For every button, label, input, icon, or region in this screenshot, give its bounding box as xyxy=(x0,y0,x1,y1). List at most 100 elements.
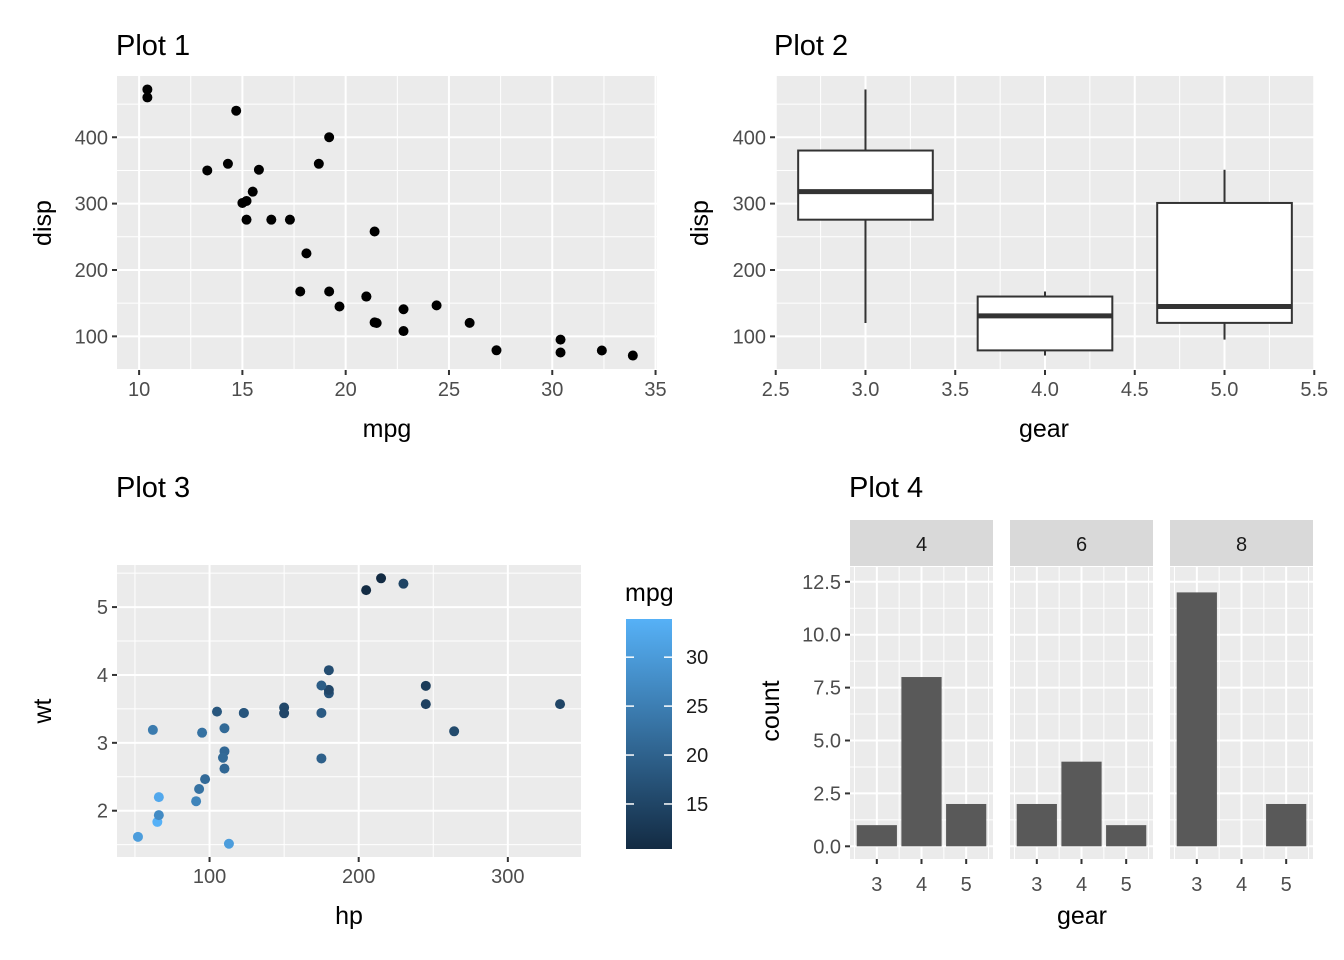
data-point xyxy=(376,573,387,584)
plot-2-title: Plot 2 xyxy=(774,30,848,62)
x-tick-label: 300 xyxy=(491,866,524,888)
y-tick-label: 400 xyxy=(733,127,766,149)
x-tick-label: 15 xyxy=(231,379,253,401)
plot-3-axes: 100 200 300 2 3 4 5 xyxy=(97,597,525,888)
data-point xyxy=(596,345,607,356)
data-point xyxy=(301,248,312,259)
data-point xyxy=(323,665,334,676)
facet-strip-label: 8 xyxy=(1236,534,1247,556)
plot-1-points xyxy=(142,84,638,361)
data-point xyxy=(284,214,295,225)
data-point xyxy=(241,214,252,225)
data-point xyxy=(464,317,475,328)
data-point xyxy=(398,578,409,589)
data-point xyxy=(324,132,335,143)
colorbar xyxy=(626,619,672,849)
y-tick-label: 3 xyxy=(97,733,108,755)
plot-1-title: Plot 1 xyxy=(116,30,190,62)
colorbar-label: 25 xyxy=(686,696,708,718)
x-tick-label: 5.0 xyxy=(1211,379,1239,401)
data-point xyxy=(153,792,164,803)
plot-3-x-axis-title: hp xyxy=(335,902,363,930)
data-point xyxy=(316,707,327,718)
plot-3-title: Plot 3 xyxy=(116,472,190,504)
y-tick-label: 300 xyxy=(733,194,766,216)
data-point xyxy=(555,699,566,710)
facet-cyl-8: 8 3 4 5 xyxy=(1170,520,1313,896)
x-tick-label: 4 xyxy=(916,874,927,896)
facet-bars xyxy=(1016,761,1147,847)
data-point xyxy=(316,753,327,764)
data-point xyxy=(491,345,502,356)
x-tick-label: 5.5 xyxy=(1300,379,1328,401)
x-tick-label: 25 xyxy=(438,379,460,401)
data-point xyxy=(194,783,205,794)
plot-3-y-axis-title: wt xyxy=(29,698,57,724)
plot-1-y-axis-title: disp xyxy=(29,200,57,246)
bar xyxy=(901,677,942,847)
y-tick-label: 10.0 xyxy=(802,625,841,647)
plot-1-panel xyxy=(117,76,657,370)
facet-cyl-4: 4 3 4 5 xyxy=(850,520,993,896)
y-tick-label: 200 xyxy=(75,260,108,282)
facet-x-axis: 3 4 5 xyxy=(1191,859,1292,896)
data-point xyxy=(253,164,264,175)
bar xyxy=(946,803,987,847)
plot-4-y-axis: 0.0 2.5 5.0 7.5 10.0 12.5 xyxy=(802,572,850,858)
plot-1: Plot 1 10 15 20 25 30 35 100 200 300 400 mpg disp xyxy=(29,30,667,443)
bar xyxy=(1106,825,1147,847)
colorbar-title: mpg xyxy=(625,579,674,607)
plot-3-points xyxy=(132,573,566,849)
plot-4-facets: 4 3 4 5 6 3 4 5 8 3 4 5 xyxy=(850,520,1313,896)
bar xyxy=(1176,592,1217,847)
x-tick-label: 35 xyxy=(644,379,666,401)
x-tick-label: 4 xyxy=(1076,874,1087,896)
data-point xyxy=(313,158,324,169)
plot-3-panel xyxy=(117,565,581,857)
data-point xyxy=(279,708,290,719)
data-point xyxy=(142,92,153,103)
y-tick-label: 7.5 xyxy=(813,678,841,700)
boxplot-gear-5 xyxy=(1156,169,1293,340)
data-point xyxy=(132,831,143,842)
plot-2-y-axis-title: disp xyxy=(686,200,714,246)
facet-x-axis: 3 4 5 xyxy=(1031,859,1132,896)
data-point xyxy=(369,317,380,328)
data-point xyxy=(223,838,234,849)
box-iqr xyxy=(1156,201,1293,324)
y-tick-label: 100 xyxy=(733,326,766,348)
data-point xyxy=(197,727,208,738)
y-tick-label: 4 xyxy=(97,665,108,687)
x-tick-label: 4 xyxy=(1236,874,1247,896)
x-tick-label: 3.0 xyxy=(852,379,880,401)
x-tick-label: 5 xyxy=(961,874,972,896)
facet-bars xyxy=(856,677,987,847)
box-iqr xyxy=(976,295,1114,352)
y-tick-label: 12.5 xyxy=(802,572,841,594)
data-point xyxy=(147,724,158,735)
data-point xyxy=(219,723,230,734)
data-point xyxy=(323,684,334,695)
data-point xyxy=(212,706,223,717)
data-point xyxy=(222,158,233,169)
facet-strip xyxy=(1010,520,1153,566)
x-tick-label: 3.5 xyxy=(941,379,969,401)
data-point xyxy=(324,286,335,297)
data-point xyxy=(219,763,230,774)
x-tick-label: 5 xyxy=(1121,874,1132,896)
facet-strip xyxy=(850,520,993,566)
plot-3-colorbar-legend: mpg 15 20 25 30 xyxy=(625,579,708,849)
facet-strip-label: 4 xyxy=(916,534,927,556)
data-point xyxy=(217,752,228,763)
data-point xyxy=(191,796,202,807)
x-tick-label: 100 xyxy=(193,866,226,888)
data-point xyxy=(200,774,211,785)
data-point xyxy=(431,300,442,311)
plot-4-y-axis-title: count xyxy=(757,680,785,741)
colorbar-label: 30 xyxy=(686,647,708,669)
data-point xyxy=(266,214,277,225)
data-point xyxy=(398,304,409,315)
colorbar-label: 20 xyxy=(686,745,708,767)
box-iqr xyxy=(797,149,934,221)
plot-2: Plot 2 2.5 3.0 3.5 4.0 4.5 5.0 5.5 100 200 300 400… xyxy=(686,30,1328,443)
